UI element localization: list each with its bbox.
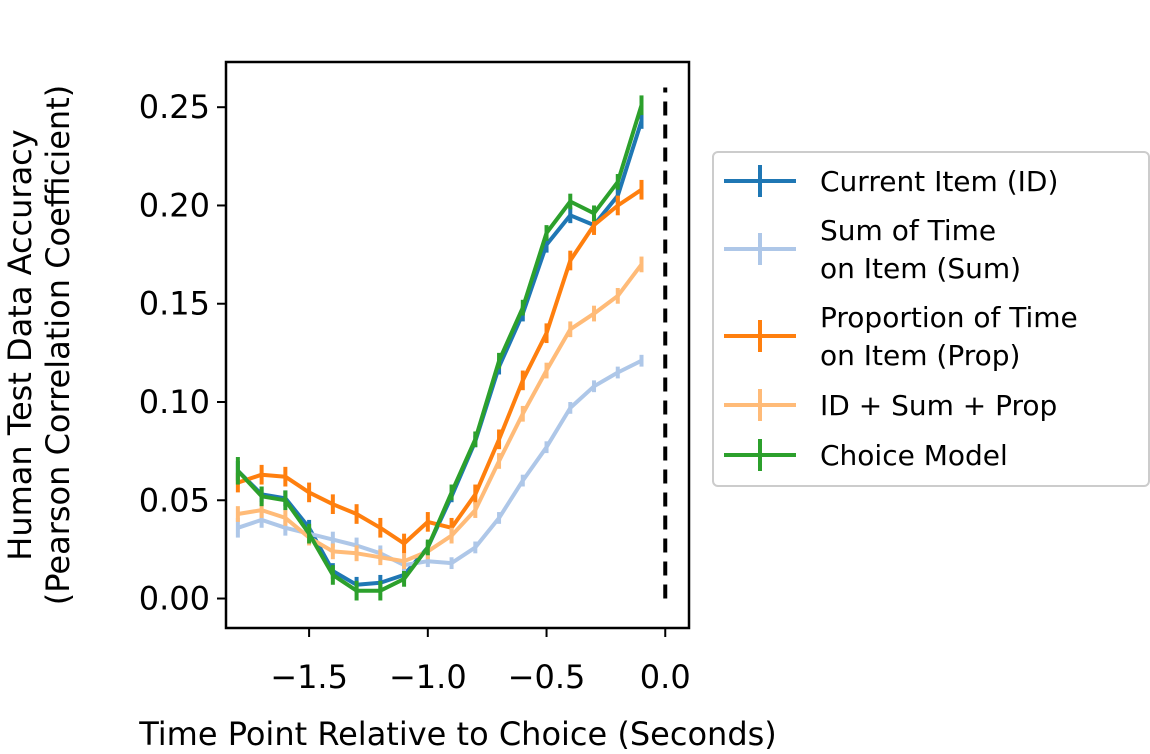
- series-line: [237, 358, 643, 568]
- series-line: [236, 104, 644, 593]
- y-axis-label-line1: Human Test Data Accuracy: [1, 129, 39, 560]
- y-tick-label: 0.10: [139, 383, 210, 421]
- plot-area: [235, 87, 668, 601]
- series-2: [235, 354, 644, 572]
- legend-label: Current Item (ID): [820, 165, 1058, 198]
- x-axis-label: Time Point Relative to Choice (Seconds): [138, 715, 777, 753]
- series-line: [237, 188, 643, 546]
- legend-label: Choice Model: [820, 439, 1008, 472]
- y-tick-label: 0.00: [139, 580, 210, 618]
- legend-label: on Item (Sum): [820, 252, 1021, 285]
- legend-label: ID + Sum + Prop: [820, 389, 1057, 422]
- legend-label: Proportion of Time: [820, 301, 1078, 334]
- x-tick-label: −0.5: [508, 658, 586, 696]
- x-axis: −1.5 −1.0 −0.5 0.0: [270, 628, 691, 696]
- x-tick-label: −1.5: [270, 658, 348, 696]
- x-tick-label: −1.0: [389, 658, 467, 696]
- y-tick-label: 0.05: [139, 481, 210, 519]
- y-tick-label: 0.20: [139, 186, 210, 224]
- series-4: [235, 256, 644, 570]
- x-tick-label: 0.0: [640, 658, 691, 696]
- series-3: [235, 179, 644, 554]
- legend-label: on Item (Prop): [820, 339, 1020, 372]
- y-axis-label-line2: (Pearson Correlation Coefficient): [39, 85, 77, 605]
- legend-frame: [712, 151, 1150, 487]
- y-tick-label: 0.15: [139, 285, 210, 323]
- series-5: [235, 95, 644, 601]
- plot-frame: [224, 60, 691, 630]
- legend-label: Sum of Time: [820, 214, 996, 247]
- series-line: [237, 263, 644, 564]
- y-axis: 0.00 0.05 0.10 0.15 0.20 0.25: [139, 88, 226, 618]
- y-tick-label: 0.25: [139, 88, 210, 126]
- legend: Current Item (ID) Sum of Time on Item (Sum…: [712, 151, 1150, 487]
